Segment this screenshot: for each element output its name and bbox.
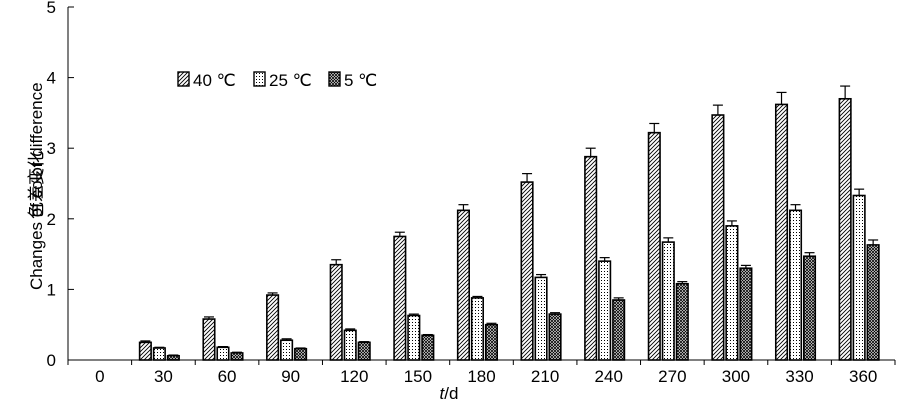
bar-5c <box>357 341 371 361</box>
bar-5c <box>166 354 180 361</box>
bar-5c <box>675 282 689 361</box>
x-tick-label: 360 <box>849 367 877 386</box>
x-tick-label: 240 <box>595 367 623 386</box>
bar-5c <box>866 244 880 361</box>
x-axis-label-unit: /d <box>444 384 458 402</box>
bar-25c <box>216 346 230 361</box>
bar-40c <box>266 294 280 361</box>
x-axis-label: t/d <box>440 384 459 402</box>
bar-25c <box>661 241 675 361</box>
legend-label: 5 ℃ <box>344 71 377 90</box>
x-tick-label: 30 <box>154 367 173 386</box>
bar-40c <box>774 103 789 361</box>
bar-40c <box>838 97 852 361</box>
x-axis-label-variable: t <box>440 384 446 402</box>
x-tick-label: 90 <box>281 367 300 386</box>
bar-40c <box>520 181 534 361</box>
bar-5c <box>548 313 562 361</box>
bar-5c <box>802 255 817 361</box>
legend-swatch <box>328 71 341 87</box>
x-axis: 0 30 60 90 120 150 180 210 240 270 300 330 360 <box>67 359 896 386</box>
bars <box>138 85 880 361</box>
y-tick-label: 3 <box>47 139 56 158</box>
x-tick-label: 0 <box>95 367 104 386</box>
x-tick-label: 150 <box>404 367 432 386</box>
x-tick-label: 210 <box>531 367 559 386</box>
bar-40c <box>138 341 152 361</box>
bar-5c <box>739 267 753 361</box>
bar-25c <box>407 314 421 361</box>
bar-25c <box>343 329 357 361</box>
x-tick-label: 330 <box>785 367 813 386</box>
bar-40c <box>711 114 725 361</box>
bar-40c <box>647 131 661 361</box>
bar-5c <box>294 347 308 361</box>
x-tick-label: 300 <box>722 367 750 386</box>
x-tick-label: 180 <box>467 367 495 386</box>
bar-25c <box>598 260 612 361</box>
bar-40c <box>393 235 407 361</box>
bar-25c <box>534 276 548 361</box>
y-tick-label: 5 <box>47 0 56 17</box>
x-tick-label: 270 <box>658 367 686 386</box>
bar-25c <box>725 225 739 361</box>
bar-40c <box>584 155 598 361</box>
y-axis: 0 1 2 3 4 5 <box>47 0 74 370</box>
y-tick-label: 2 <box>47 210 56 229</box>
bar-5c <box>612 299 626 361</box>
legend-swatch <box>177 71 190 87</box>
bar-25c <box>280 339 294 361</box>
y-axis-label-english: Changes of color difference <box>27 82 46 290</box>
bar-25c <box>470 297 484 361</box>
x-tick-label: 60 <box>218 367 237 386</box>
legend: 40 ℃ 25 ℃ 5 ℃ <box>177 71 377 90</box>
bar-25c <box>152 347 166 361</box>
bar-5c <box>421 334 435 361</box>
bar-40c <box>329 263 343 361</box>
legend-swatch <box>253 71 266 87</box>
x-tick-label: 120 <box>340 367 368 386</box>
y-tick-label: 1 <box>47 280 56 299</box>
y-axis-label-chinese: 色差变化 <box>27 151 46 219</box>
bar-40c <box>202 318 216 361</box>
y-tick-label: 0 <box>47 351 56 370</box>
bar-40c <box>456 209 470 361</box>
bar-25c <box>852 194 866 361</box>
bar-5c <box>484 323 498 361</box>
legend-label: 40 ℃ <box>193 71 236 90</box>
bar-5c <box>230 352 244 361</box>
y-tick-label: 4 <box>47 69 56 88</box>
legend-label: 25 ℃ <box>269 71 312 90</box>
bar-25c <box>788 209 803 361</box>
